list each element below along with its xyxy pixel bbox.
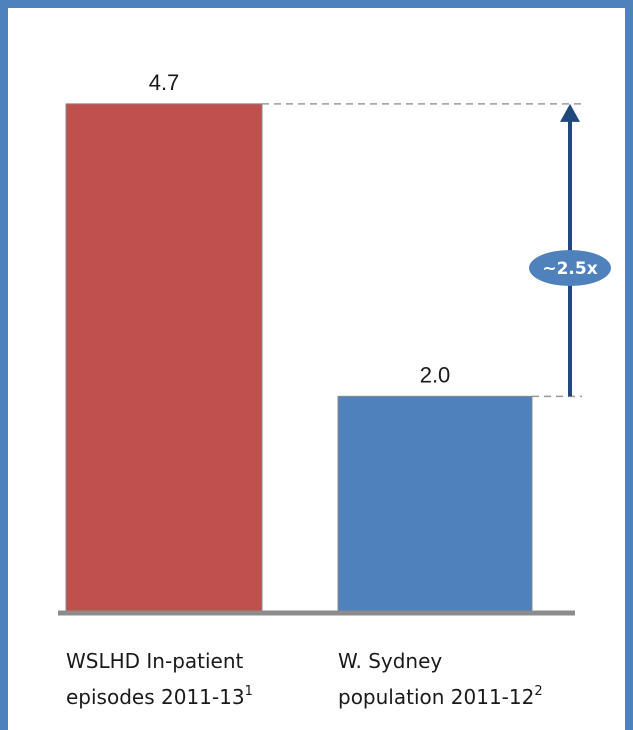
bar-0 bbox=[65, 103, 263, 614]
category-label-0-line-1: episodes 2011-131 bbox=[66, 684, 253, 709]
category-label-1-line-1: population 2011-122 bbox=[338, 684, 543, 709]
bar-1 bbox=[337, 395, 533, 614]
bar-value-label-1: 2.0 bbox=[420, 362, 451, 387]
category-label-0-line-0: WSLHD In-patient bbox=[66, 649, 244, 673]
ratio-badge-text: ~2.5x bbox=[542, 259, 597, 279]
comparison-arrow-head bbox=[560, 103, 580, 122]
category-label-1-line-0: W. Sydney bbox=[338, 649, 442, 673]
bar-value-label-0: 4.7 bbox=[149, 70, 180, 95]
ratio-badge bbox=[529, 250, 611, 286]
